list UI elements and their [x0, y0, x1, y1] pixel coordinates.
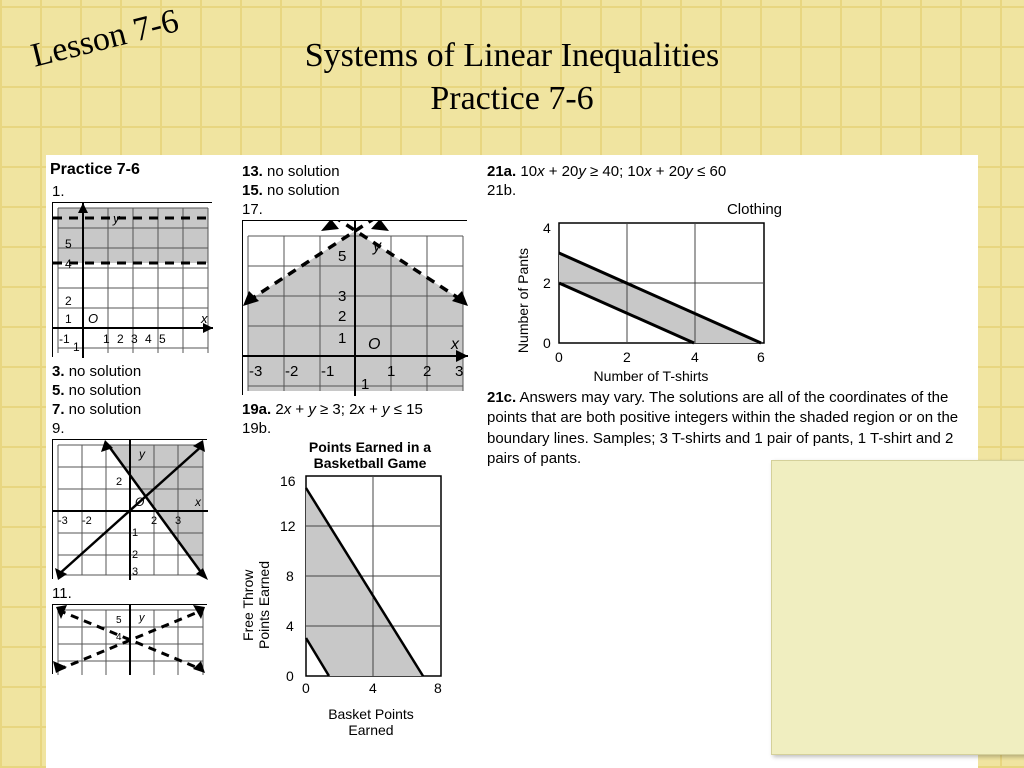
- q19a-label: 19a. 2x + y ≥ 3; 2x + y ≤ 15: [242, 401, 477, 418]
- svg-text:x: x: [200, 311, 208, 326]
- svg-text:2: 2: [117, 332, 124, 346]
- svg-text:-2: -2: [82, 515, 92, 527]
- column-1: Practice 7-6 1.: [46, 155, 236, 768]
- svg-text:2: 2: [65, 294, 72, 308]
- svg-text:O: O: [368, 336, 380, 353]
- practice-header: Practice 7-6: [50, 161, 232, 179]
- svg-text:O: O: [135, 495, 144, 509]
- svg-text:2: 2: [623, 349, 631, 365]
- q21b-label: 21b.: [487, 182, 974, 199]
- q17-label: 17.: [242, 201, 477, 218]
- svg-text:-2: -2: [285, 363, 298, 380]
- chart-q19b: 0 4 8 12 16 0 4 8 Basket PointsEarned: [276, 471, 456, 738]
- chart21-title: Clothing: [535, 201, 974, 218]
- svg-text:4: 4: [691, 349, 699, 365]
- svg-text:0: 0: [302, 680, 310, 696]
- svg-text:-3: -3: [58, 515, 68, 527]
- svg-text:y: y: [138, 447, 146, 461]
- chart-q21b: 0 2 4 0 2 4 6 Number of T-shirts: [531, 218, 771, 384]
- svg-text:-1: -1: [59, 332, 70, 346]
- svg-text:6: 6: [757, 349, 765, 365]
- q15-label: 15. no solution: [242, 182, 477, 199]
- svg-text:1: 1: [65, 312, 72, 326]
- chart19-xlabel: Basket PointsEarned: [286, 706, 456, 738]
- svg-text:1: 1: [73, 340, 80, 354]
- svg-text:1: 1: [338, 330, 346, 347]
- column-2: 13. no solution 15. no solution 17.: [236, 155, 481, 768]
- svg-text:2: 2: [132, 549, 138, 561]
- title-line1: Systems of Linear Inequalities: [305, 37, 720, 74]
- svg-text:3: 3: [338, 288, 346, 305]
- svg-text:3: 3: [132, 566, 138, 578]
- svg-text:5: 5: [159, 332, 166, 346]
- svg-text:1: 1: [103, 332, 110, 346]
- svg-text:2: 2: [543, 275, 551, 291]
- q7-label: 7. no solution: [52, 401, 232, 418]
- svg-text:O: O: [88, 311, 98, 326]
- svg-text:0: 0: [543, 335, 551, 351]
- svg-text:5: 5: [65, 237, 72, 251]
- title-line2: Practice 7-6: [430, 80, 593, 117]
- svg-text:-1: -1: [321, 363, 334, 380]
- q1-label: 1.: [52, 183, 232, 200]
- q19b-label: 19b.: [242, 420, 477, 437]
- chart19-ylabel: Free ThrowPoints Earned: [240, 561, 272, 649]
- q5-label: 5. no solution: [52, 382, 232, 399]
- svg-text:2: 2: [116, 476, 122, 488]
- q3-label: 3. 3. no solutionno solution: [52, 363, 232, 380]
- svg-text:3: 3: [131, 332, 138, 346]
- svg-text:x: x: [194, 495, 202, 509]
- svg-text:0: 0: [555, 349, 563, 365]
- svg-text:2: 2: [151, 515, 157, 527]
- q21c-text: 21c. Answers may vary. The solutions are…: [485, 384, 974, 469]
- yellow-placeholder-box: [771, 460, 1024, 755]
- svg-text:4: 4: [145, 332, 152, 346]
- svg-text:1: 1: [132, 527, 138, 539]
- svg-text:3: 3: [175, 515, 181, 527]
- svg-text:8: 8: [434, 680, 442, 696]
- svg-text:2: 2: [423, 363, 431, 380]
- graph-q17: y x O 5 3 2 1 -3 -2 -1 1 2 3 1: [242, 220, 467, 395]
- svg-text:4: 4: [369, 680, 377, 696]
- svg-text:2: 2: [338, 308, 346, 325]
- svg-text:4: 4: [65, 257, 72, 271]
- q11-label: 11.: [52, 585, 232, 602]
- column-3: 21a. 10x + 20y ≥ 40; 10x + 20y ≤ 60 21b.…: [481, 155, 978, 768]
- svg-text:12: 12: [280, 518, 296, 534]
- graph-q1: y x O 54 21 -1 12 34 5 1: [52, 202, 212, 357]
- page-title: Systems of Linear Inequalities Practice …: [0, 35, 1024, 120]
- svg-text:4: 4: [286, 618, 294, 634]
- svg-text:5: 5: [116, 615, 122, 626]
- svg-text:-3: -3: [249, 363, 262, 380]
- svg-text:4: 4: [543, 220, 551, 236]
- svg-text:1: 1: [361, 376, 369, 393]
- graph-q11: y 54: [52, 604, 207, 674]
- svg-text:1: 1: [387, 363, 395, 380]
- svg-text:y: y: [372, 238, 382, 255]
- chart21-ylabel: Number of Pants: [515, 248, 531, 353]
- svg-text:8: 8: [286, 568, 294, 584]
- q21a-label: 21a. 10x + 20y ≥ 40; 10x + 20y ≤ 60: [487, 163, 974, 180]
- content-area: Practice 7-6 1.: [46, 155, 978, 768]
- chart19-title: Points Earned in a Basketball Game: [275, 439, 465, 471]
- q13-label: 13. no solution: [242, 163, 477, 180]
- chart21-xlabel: Number of T-shirts: [531, 368, 771, 384]
- q9-label: 9.: [52, 420, 232, 437]
- graph-q9: y x O 2 -3 -2 2 3 1 2 3: [52, 439, 207, 579]
- svg-text:5: 5: [338, 248, 346, 265]
- svg-text:4: 4: [116, 632, 122, 643]
- svg-text:0: 0: [286, 668, 294, 684]
- svg-text:3: 3: [455, 363, 463, 380]
- svg-text:x: x: [450, 336, 460, 353]
- svg-text:16: 16: [280, 473, 296, 489]
